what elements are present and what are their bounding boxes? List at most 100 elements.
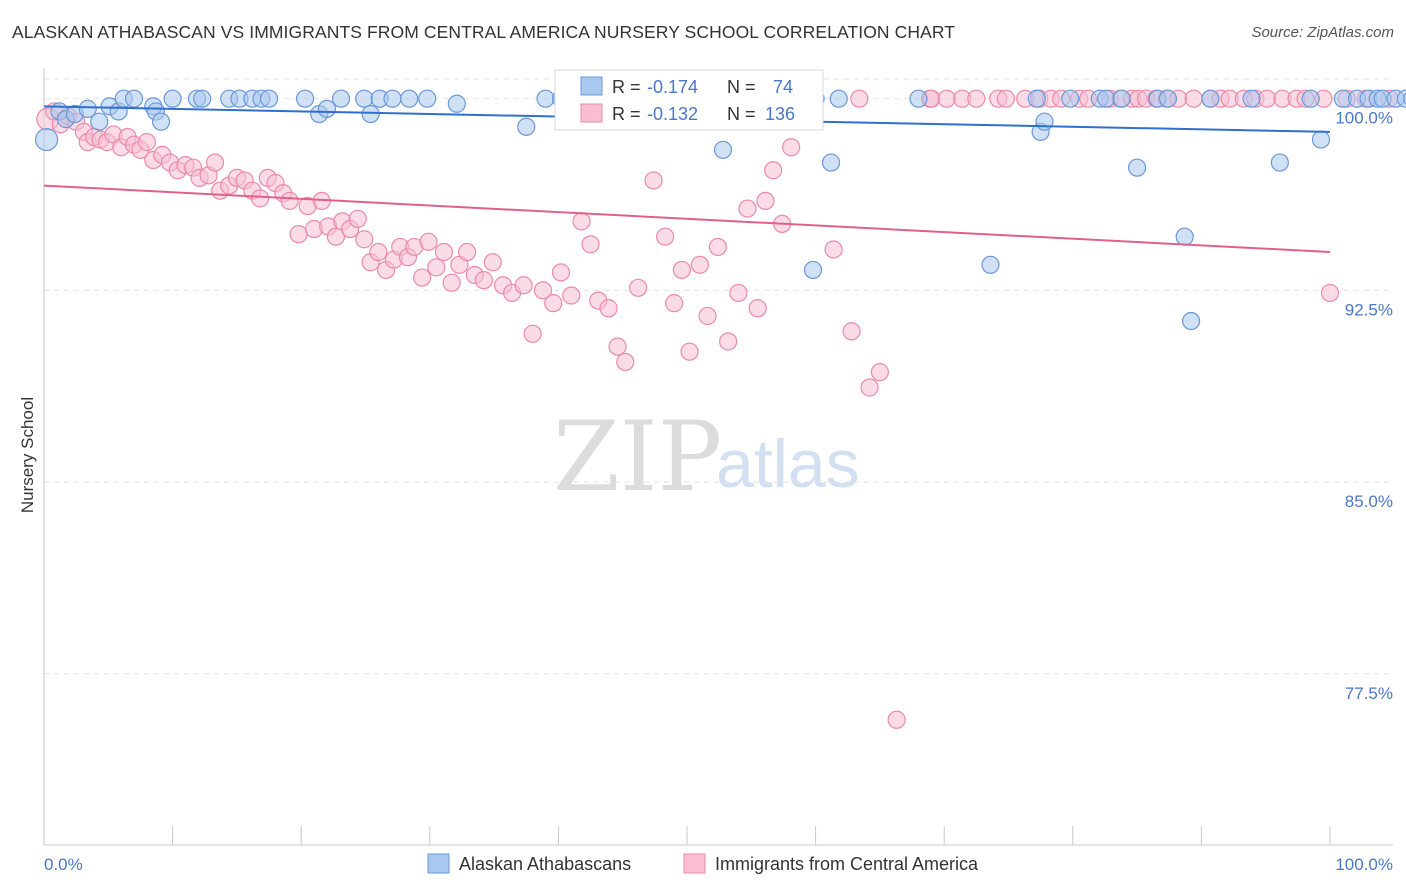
watermark: ZIP atlas xyxy=(553,401,860,513)
pink-point xyxy=(656,227,675,246)
pink-point xyxy=(551,263,571,282)
blue-point xyxy=(1097,89,1116,108)
pink-point xyxy=(533,281,553,300)
blue-point xyxy=(361,104,380,124)
stats-pink-r-value: -0.132 xyxy=(647,104,698,124)
pink-point xyxy=(442,273,461,292)
stats-blue-r-label: R = xyxy=(612,77,641,97)
gridlines xyxy=(44,78,1393,675)
blue-point xyxy=(1061,89,1080,108)
pink-point xyxy=(824,240,843,259)
blue-point xyxy=(909,89,928,108)
blue-point xyxy=(1270,153,1289,172)
blue-point xyxy=(1027,89,1046,108)
pink-point xyxy=(860,378,879,397)
y-tick-label: 100.0% xyxy=(1335,109,1393,128)
pink-point xyxy=(572,212,591,231)
pink-point xyxy=(205,153,225,172)
y-tick-labels: 100.0% 92.5% 85.0% 77.5% xyxy=(1335,109,1393,703)
blue-point xyxy=(317,99,337,118)
legend-pink-label: Immigrants from Central America xyxy=(715,854,979,874)
pink-point xyxy=(782,138,801,157)
pink-point xyxy=(457,242,477,262)
blue-point xyxy=(517,117,536,136)
blue-point xyxy=(331,89,351,108)
pink-series xyxy=(36,89,1399,729)
bottom-legend: Alaskan Athabascans Immigrants from Cent… xyxy=(427,853,979,874)
stats-blue-r-value: -0.174 xyxy=(647,77,698,97)
blue-point xyxy=(1158,89,1178,108)
blue-point xyxy=(1301,89,1320,108)
pink-point xyxy=(1257,89,1277,108)
pink-point xyxy=(680,342,699,361)
pink-point xyxy=(629,278,648,297)
pink-point xyxy=(842,322,861,341)
stats-pink-r-label: R = xyxy=(612,104,641,124)
y-axis-label: Nursery School xyxy=(18,397,37,513)
stats-pink-n-value: 136 xyxy=(765,104,795,124)
blue-point xyxy=(803,260,823,280)
pink-point xyxy=(369,242,388,262)
blue-point xyxy=(1127,158,1147,177)
blue-point xyxy=(1182,311,1201,331)
blue-series xyxy=(34,89,1406,331)
pink-point xyxy=(474,271,493,290)
pink-point xyxy=(523,324,542,343)
pink-point xyxy=(690,255,709,274)
blue-point xyxy=(151,112,171,131)
pink-point xyxy=(665,294,684,313)
blue-point xyxy=(821,153,841,172)
blue-point xyxy=(713,140,733,159)
blue-point xyxy=(1242,89,1261,108)
pink-point xyxy=(434,242,454,262)
blue-point xyxy=(418,89,437,108)
y-tick-label: 92.5% xyxy=(1345,300,1393,319)
watermark-zip: ZIP xyxy=(553,401,722,513)
blue-point xyxy=(1035,112,1054,131)
stats-blue-n-label: N = xyxy=(727,77,756,97)
blue-point xyxy=(78,99,97,118)
blue-point xyxy=(163,89,182,108)
pink-point xyxy=(748,299,767,318)
chart-title: ALASKAN ATHABASCAN VS IMMIGRANTS FROM CE… xyxy=(12,22,956,42)
blue-point xyxy=(124,89,144,108)
blue-point xyxy=(400,89,419,108)
pink-point xyxy=(562,286,581,305)
blue-point xyxy=(90,112,109,131)
x-tick-marks xyxy=(43,826,1331,845)
pink-point xyxy=(348,209,367,228)
pink-point xyxy=(427,258,446,277)
x-tick-label-min: 0.0% xyxy=(44,855,83,874)
pink-point xyxy=(599,299,618,318)
pink-point xyxy=(419,232,438,251)
pink-point xyxy=(967,89,986,108)
y-tick-label: 77.5% xyxy=(1345,684,1393,703)
pink-point xyxy=(608,337,627,356)
pink-point xyxy=(937,89,956,108)
pink-point xyxy=(581,235,600,254)
blue-point xyxy=(383,89,402,108)
stats-legend-box: R = -0.174 N = 74 R = -0.132 N = 136 xyxy=(554,69,824,131)
pink-point xyxy=(870,363,890,382)
pink-point xyxy=(544,294,563,313)
watermark-atlas: atlas xyxy=(716,426,860,502)
pink-point xyxy=(672,260,691,280)
stats-pink-n-label: N = xyxy=(727,104,756,124)
blue-point xyxy=(355,89,374,108)
blue-point xyxy=(829,89,848,108)
pink-point xyxy=(708,237,727,257)
pink-trend-line xyxy=(43,184,1331,254)
pink-point xyxy=(729,283,748,303)
axes xyxy=(43,68,1393,846)
legend-blue-label: Alaskan Athabascans xyxy=(459,854,631,874)
blue-point xyxy=(536,89,555,108)
blue-point xyxy=(1112,89,1131,108)
blue-point xyxy=(447,94,466,113)
blue-point xyxy=(193,89,212,108)
stats-pink-swatch xyxy=(580,103,603,123)
source-label: Source: ZipAtlas.com xyxy=(1251,24,1394,41)
legend-blue-swatch xyxy=(427,853,450,874)
blue-point xyxy=(1311,130,1331,149)
pink-point xyxy=(250,189,270,208)
